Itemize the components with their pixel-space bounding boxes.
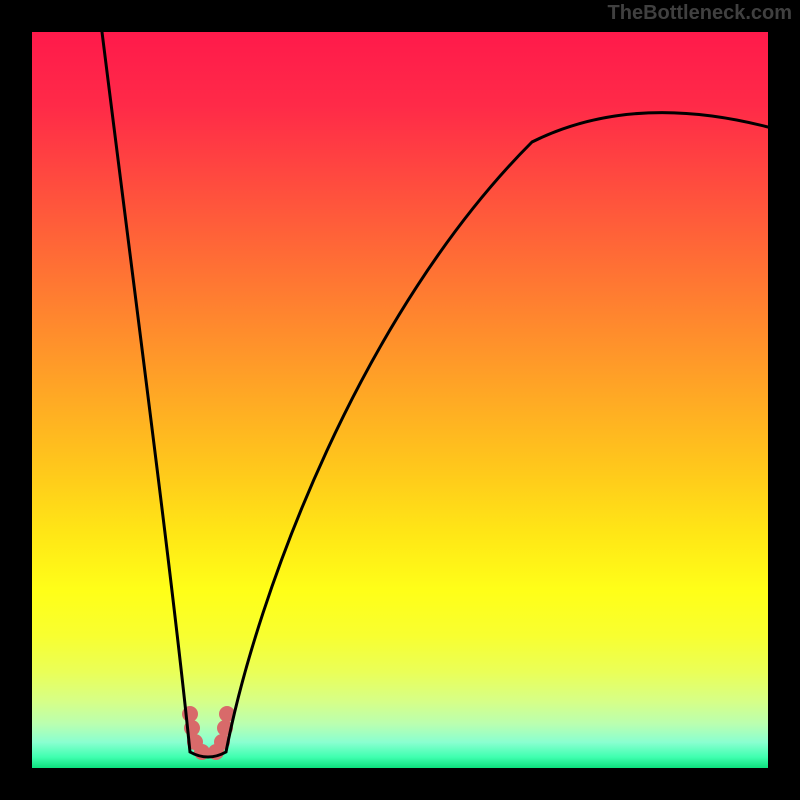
watermark-text: TheBottleneck.com [608, 2, 792, 25]
bottleneck-curve [102, 32, 768, 757]
plot-area [32, 32, 768, 768]
curve-layer [32, 32, 768, 768]
